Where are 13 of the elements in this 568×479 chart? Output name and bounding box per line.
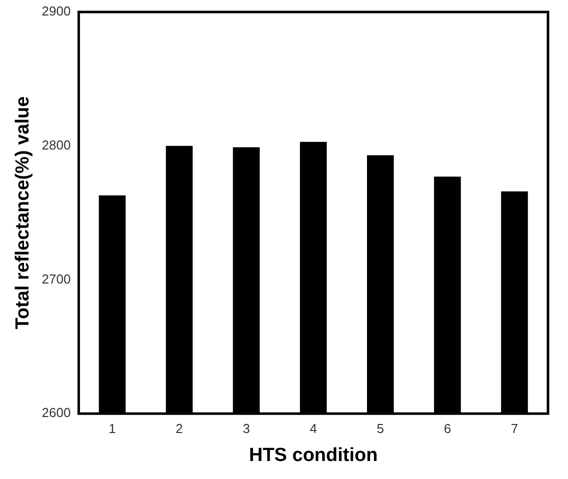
x-tick-label: 6 — [444, 420, 452, 436]
y-axis-title: Total reflectance(%) value — [12, 96, 34, 330]
x-tick-label: 3 — [242, 420, 250, 436]
y-tick-label: 2700 — [42, 271, 71, 286]
x-tick-label: 4 — [310, 420, 317, 436]
x-tick-label: 7 — [510, 420, 518, 436]
y-tick-label: 2600 — [42, 405, 71, 420]
x-axis-title: HTS condition — [248, 444, 378, 466]
x-tick-label: 1 — [108, 420, 116, 436]
x-tick-label: 2 — [176, 420, 183, 436]
y-tick-label: 2800 — [42, 137, 71, 152]
x-tick-label: 5 — [376, 420, 384, 436]
y-tick-label: 2900 — [42, 4, 71, 19]
